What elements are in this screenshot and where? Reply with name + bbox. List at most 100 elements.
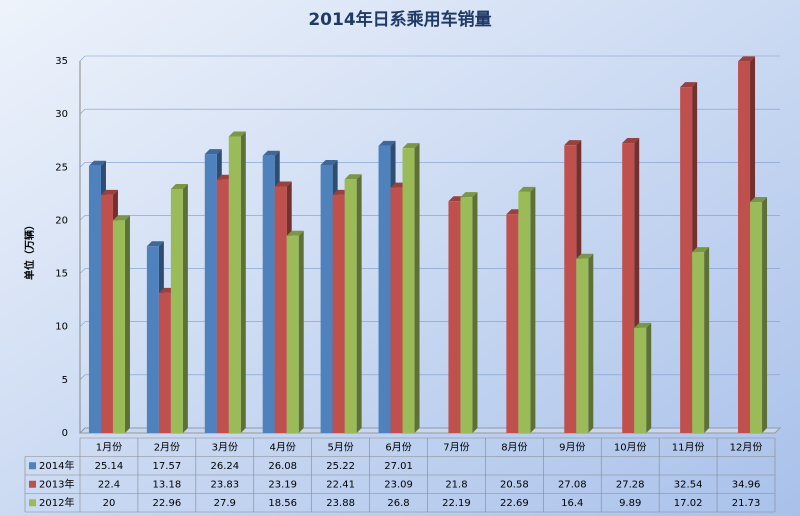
x-tick-label: 2月份 (154, 441, 180, 453)
bar-top (274, 181, 292, 187)
bar-side (530, 186, 536, 433)
y-tick-label: 0 (62, 428, 68, 439)
bar-top (286, 230, 304, 236)
bar (286, 235, 299, 433)
bar-side (414, 143, 420, 433)
bar (332, 194, 345, 433)
table-value: 21.8 (445, 479, 467, 490)
table-value: 22.69 (500, 498, 529, 509)
table-value: 20 (103, 498, 116, 509)
bar (390, 187, 403, 433)
grid-line (79, 108, 780, 115)
bar (112, 220, 125, 433)
bar-top (204, 149, 222, 155)
bar-top (738, 56, 756, 62)
y-axis-label: 单位（万辆） (23, 220, 36, 280)
table-value: 26.24 (210, 461, 239, 472)
table-value: 22.41 (326, 479, 355, 490)
bar (88, 165, 101, 433)
x-tick-label: 3月份 (212, 441, 238, 453)
bar-side (356, 174, 362, 434)
bar-top (622, 138, 640, 144)
legend-swatch (29, 480, 36, 488)
bar (518, 191, 531, 433)
y-tick-label: 25 (55, 162, 68, 173)
x-tick-label: 8月份 (501, 441, 527, 453)
bar-side (588, 253, 594, 433)
chart-title: 2014年日系乘用车销量 (308, 9, 491, 30)
table-value: 9.89 (619, 498, 641, 509)
table-value: 23.19 (268, 479, 297, 490)
legend-label: 2012年 (39, 496, 74, 509)
table-value: 25.14 (95, 461, 124, 472)
x-tick-label: 12月份 (730, 441, 763, 453)
table-value: 18.56 (268, 498, 297, 509)
table-value: 17.57 (153, 461, 182, 472)
legend-label: 2013年 (39, 477, 74, 490)
bar (100, 194, 113, 433)
bar (622, 143, 635, 434)
bar-side (646, 322, 652, 433)
table-value: 23.83 (210, 479, 239, 490)
bar-top (88, 160, 106, 166)
table-value: 23.09 (384, 479, 413, 490)
bar-side (182, 183, 188, 433)
bar (320, 164, 333, 433)
bar-top (320, 159, 338, 165)
y-tick-label: 30 (55, 109, 68, 120)
y-tick-label: 35 (55, 56, 68, 67)
grid-line (79, 161, 780, 168)
bar-side (762, 197, 768, 433)
bar-top (112, 215, 130, 221)
table-value: 27.08 (558, 479, 587, 490)
bar (228, 136, 241, 433)
bar-top (100, 189, 118, 195)
bar-side (240, 131, 246, 433)
table-value: 16.4 (561, 498, 583, 509)
table-value: 26.8 (387, 498, 409, 509)
bar (378, 145, 391, 433)
bar (344, 179, 357, 433)
bar-top (634, 322, 652, 328)
table-value: 32.54 (674, 479, 703, 490)
bar-top (170, 183, 188, 189)
bar-top (518, 186, 536, 192)
x-tick-label: 4月份 (270, 441, 296, 453)
x-tick-label: 1月份 (96, 441, 122, 453)
bar-top (750, 197, 768, 203)
bar (448, 201, 461, 433)
table-value: 25.22 (326, 461, 355, 472)
bar-top (378, 140, 396, 146)
x-tick-label: 9月份 (559, 441, 585, 453)
bar-side (704, 247, 710, 433)
bar-side (298, 230, 304, 433)
legend-label: 2014年 (39, 459, 74, 472)
y-tick-label: 5 (62, 375, 68, 386)
table-value: 22.19 (442, 498, 471, 509)
bar-top (262, 150, 280, 156)
x-tick-label: 6月份 (385, 441, 411, 453)
bar (680, 87, 693, 433)
bar (402, 148, 415, 433)
table-value: 34.96 (732, 479, 761, 490)
bar (634, 327, 647, 433)
bar (692, 252, 705, 433)
table-value: 17.02 (674, 498, 703, 509)
bar-side (124, 215, 130, 433)
bar (146, 246, 159, 433)
table-value: 23.88 (326, 498, 355, 509)
table-value: 27.9 (214, 498, 236, 509)
grid-line (79, 55, 780, 62)
bar (460, 197, 473, 433)
grid-line (79, 321, 780, 327)
bar (506, 214, 519, 433)
table-value: 26.08 (268, 461, 297, 472)
bar-top (344, 174, 362, 180)
grid-line (79, 215, 780, 221)
y-tick-label: 10 (55, 322, 68, 333)
bar (576, 258, 589, 433)
bar-top (228, 131, 246, 137)
bar-top (680, 82, 698, 88)
bar-top (402, 143, 420, 149)
